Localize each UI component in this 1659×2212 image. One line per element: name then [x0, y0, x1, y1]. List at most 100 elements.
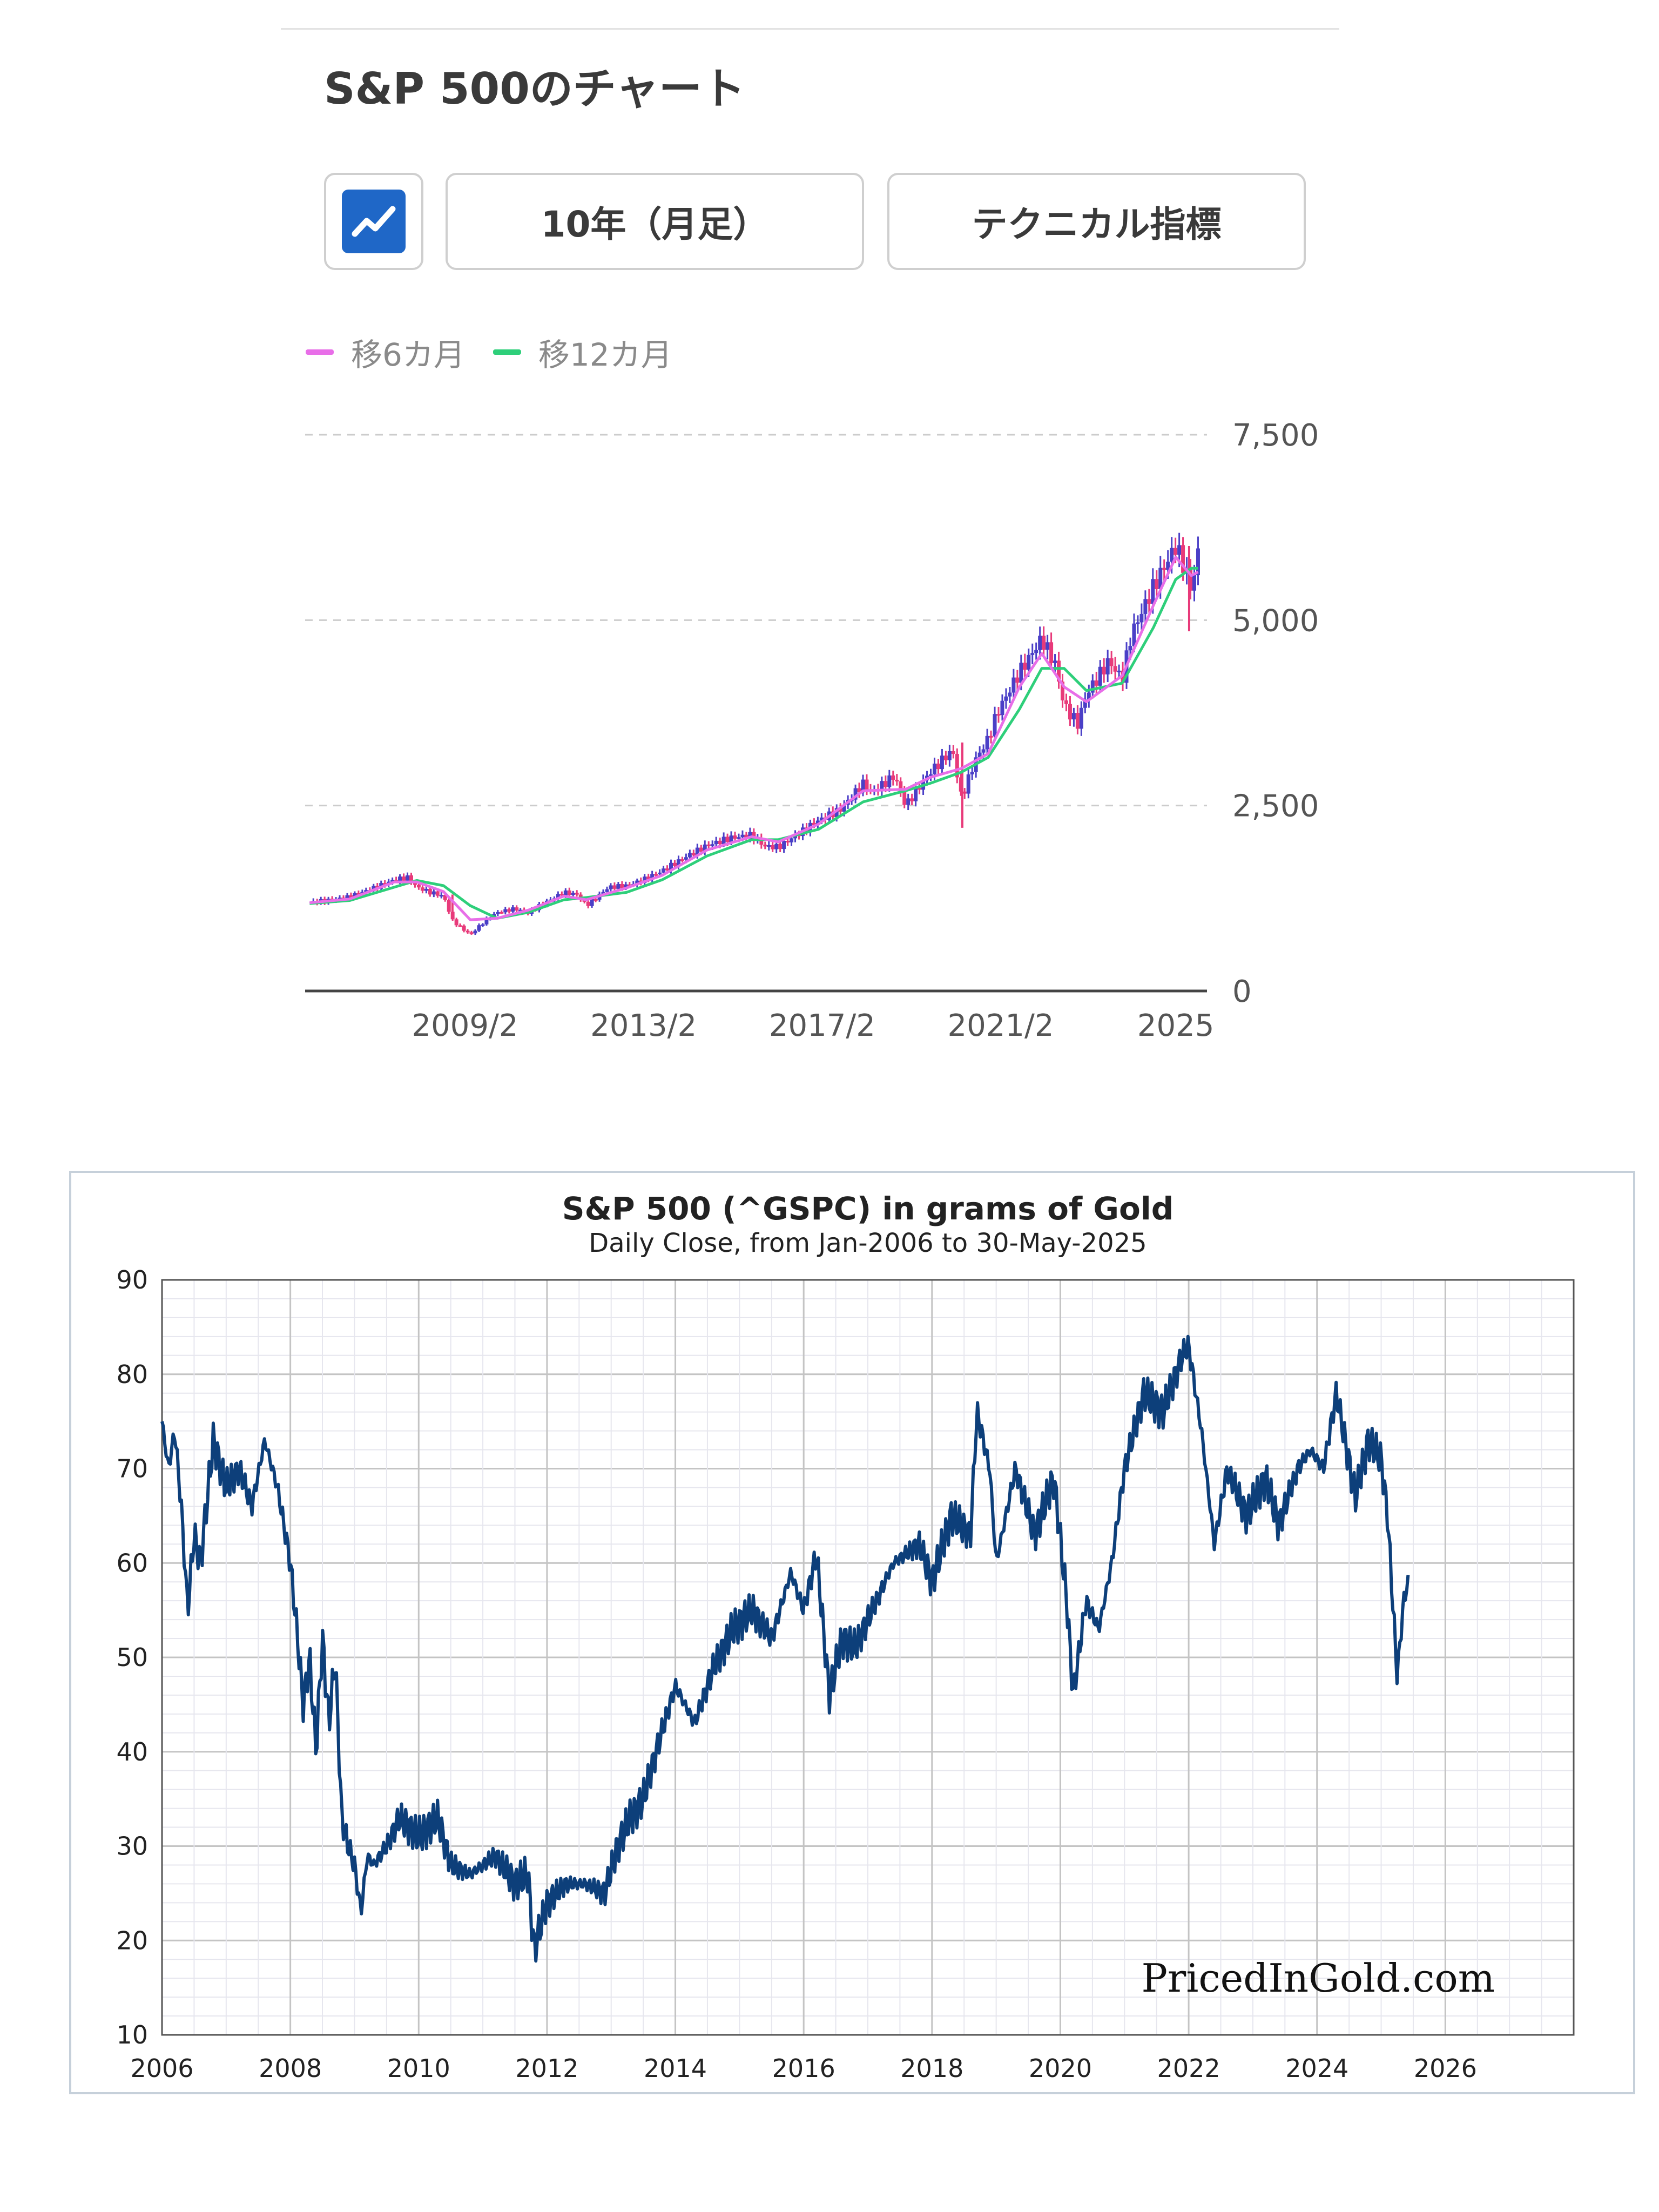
candle-body — [413, 882, 417, 885]
period-select-button[interactable]: 10年（月足） — [446, 173, 864, 270]
candle-body — [616, 884, 621, 889]
candle-body — [469, 932, 474, 934]
page-title: S&P 500のチャート — [324, 64, 746, 114]
candle-body — [914, 787, 918, 801]
candle-body — [1000, 700, 1004, 716]
candle-body — [658, 872, 662, 875]
candle-body — [481, 924, 485, 926]
y-tick-label: 70 — [116, 1454, 148, 1483]
series-line-sp500-gold — [160, 1334, 1410, 1963]
candle-body — [654, 874, 658, 876]
candle-body — [812, 822, 816, 826]
candle-body — [1192, 575, 1196, 591]
candle-body — [759, 838, 764, 845]
candle-body — [1019, 663, 1023, 683]
candle-body — [943, 756, 948, 760]
candle-body — [1053, 660, 1057, 663]
legend-label-ma6: 移6カ月 — [351, 336, 465, 373]
candle-body — [891, 775, 895, 780]
candle-body — [725, 837, 730, 842]
candle-body — [571, 893, 575, 895]
candle-body — [383, 883, 387, 885]
candle-body — [662, 868, 666, 873]
candle-body — [947, 751, 952, 760]
legend-swatch-ma12 — [493, 349, 521, 355]
candle-body — [959, 777, 963, 792]
series-line-ma12 — [309, 567, 1198, 920]
candle-body — [628, 884, 632, 886]
candle-body — [1098, 666, 1102, 686]
candle-body — [1068, 704, 1072, 720]
candle-body — [1174, 548, 1178, 555]
top-divider — [281, 28, 1339, 30]
candle-body — [458, 925, 462, 927]
candle-body — [559, 894, 564, 896]
candle-body — [782, 840, 786, 849]
candle-body — [567, 890, 571, 895]
x-tick-label: 2022 — [1157, 2054, 1220, 2083]
candle-body — [918, 787, 922, 790]
candle-body — [680, 859, 684, 861]
candle-body — [428, 888, 432, 895]
x-tick-label: 2014 — [644, 2054, 707, 2083]
candle-body — [786, 840, 790, 842]
chart-type-button[interactable] — [324, 173, 423, 270]
candle-body — [763, 845, 767, 847]
candle-body — [737, 837, 741, 839]
candle-body — [409, 875, 413, 883]
candle-body — [1011, 677, 1016, 693]
candle-body — [431, 891, 436, 895]
candle-body — [966, 774, 970, 794]
x-tick-label: 2012 — [515, 2054, 578, 2083]
candle-body — [496, 912, 500, 914]
candle-body — [605, 889, 609, 892]
candle-body — [473, 930, 477, 934]
x-tick-label: 2017/2 — [769, 1008, 875, 1043]
candle-body — [454, 919, 458, 926]
candle-body — [740, 834, 745, 838]
candle-body — [1105, 658, 1110, 675]
candle-body — [703, 844, 707, 852]
candle-body — [699, 847, 703, 852]
candle-body — [1075, 713, 1080, 729]
candle-body — [356, 893, 361, 895]
candle-body — [515, 907, 519, 911]
candle-body — [771, 845, 775, 849]
candle-body — [710, 844, 714, 846]
candle-body — [349, 895, 353, 899]
candle-body — [1023, 663, 1027, 670]
y-tick-label: 60 — [116, 1548, 148, 1577]
candle-body — [1087, 692, 1091, 700]
candle-body — [609, 885, 613, 889]
candle-body — [853, 788, 858, 800]
y-tick-label: 0 — [1232, 974, 1252, 1009]
candle-body — [575, 893, 579, 895]
candle-body — [1046, 642, 1050, 650]
line-chart-icon — [342, 190, 406, 253]
candle-body — [691, 853, 696, 855]
candle-body — [484, 918, 489, 925]
candle-body — [865, 779, 869, 790]
candle-body — [955, 754, 959, 778]
candle-body — [1094, 680, 1098, 686]
candle-body — [1128, 646, 1132, 651]
candle-body — [932, 763, 936, 774]
candle-body — [1166, 562, 1170, 570]
candle-body — [402, 876, 406, 881]
candle-body — [643, 876, 647, 884]
y-tick-label: 10 — [116, 2020, 148, 2049]
sp500-candlestick-chart: 0 2,500 5,000 7,500 2009/2 2013/2 2017/2 2021/2… — [305, 418, 1319, 1043]
technical-indicator-button[interactable]: テクニカル指標 — [887, 173, 1306, 270]
candle-body — [435, 891, 440, 896]
x-tick-label: 2013/2 — [590, 1008, 697, 1043]
chart-title: S&P 500 (^GSPC) in grams of Gold — [562, 1190, 1174, 1227]
candle-body — [500, 912, 504, 914]
candle-body — [815, 820, 820, 826]
candle-body — [672, 862, 677, 866]
candle-body — [842, 805, 846, 812]
candle-body — [744, 834, 748, 839]
candle-body — [748, 832, 752, 839]
candle-body — [861, 779, 865, 793]
candle-body — [1071, 713, 1076, 720]
candle-body — [880, 781, 884, 791]
